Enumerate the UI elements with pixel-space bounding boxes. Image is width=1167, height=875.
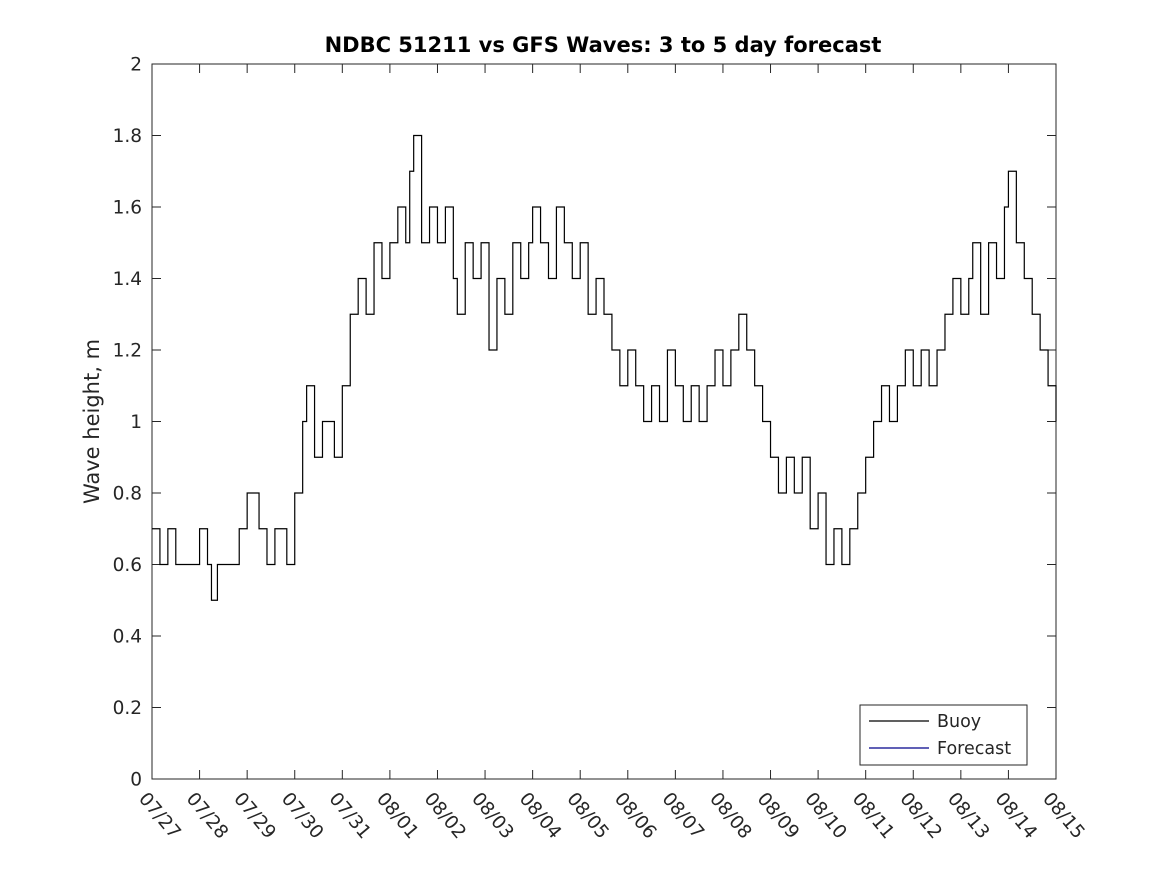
chart-title: NDBC 51211 vs GFS Waves: 3 to 5 day fore…: [325, 33, 882, 57]
series-layer: [152, 134, 1057, 601]
y-tick-label: 0.2: [113, 698, 142, 719]
y-axis-ticks: 0 0.2 0.4 0.6 0.8 1 1.2 1.4 1.6 1.8 2: [113, 55, 1056, 791]
series-line-buoy: [152, 134, 1057, 601]
legend-label-forecast: Forecast: [937, 739, 1011, 759]
legend-label-buoy: Buoy: [937, 712, 981, 732]
y-tick-label: 0: [130, 770, 142, 791]
y-tick-label: 1: [130, 412, 142, 433]
y-tick-label: 0.4: [113, 627, 142, 648]
y-tick-label: 0.8: [113, 484, 142, 505]
legend-box: [859, 704, 1028, 766]
y-axis-label: Wave height, m: [80, 339, 104, 504]
y-tick-label: 1.4: [113, 269, 142, 290]
y-tick-label: 1.8: [113, 126, 142, 147]
y-tick-label: 2: [130, 55, 142, 76]
legend: Buoy Forecast: [859, 704, 1028, 766]
y-tick-label: 0.6: [113, 555, 142, 576]
y-tick-label: 1.6: [113, 198, 142, 219]
y-tick-label: 1.2: [113, 341, 142, 362]
